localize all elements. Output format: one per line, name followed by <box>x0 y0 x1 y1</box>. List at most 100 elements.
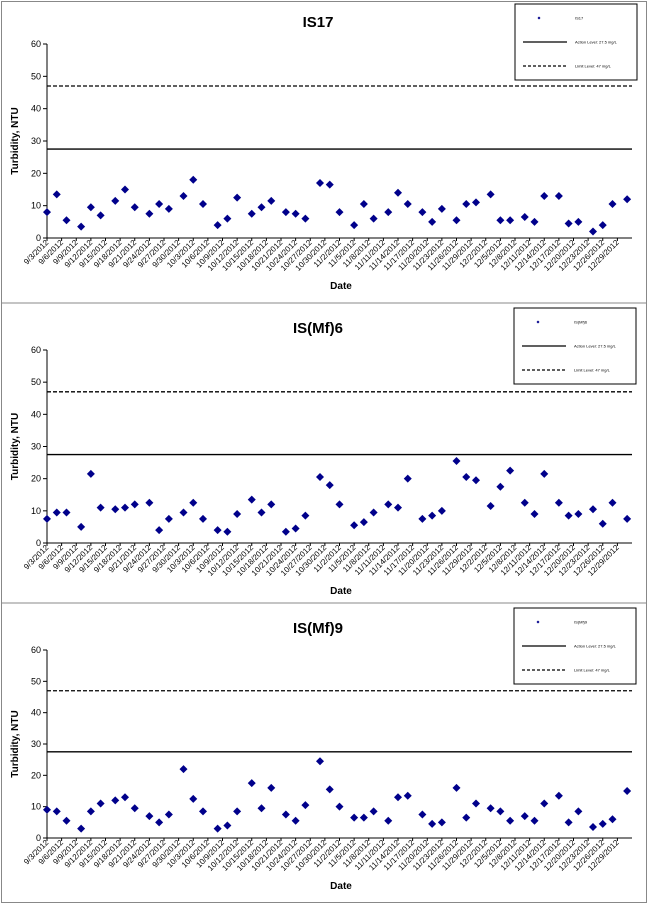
data-point <box>520 498 529 507</box>
data-point <box>179 508 188 517</box>
y-axis-label: Turbidity, NTU <box>10 107 21 174</box>
data-point <box>554 791 563 800</box>
legend-marker <box>536 620 540 624</box>
data-point <box>301 511 310 520</box>
data-point <box>472 198 480 207</box>
data-point <box>359 518 368 527</box>
data-point <box>472 476 480 485</box>
data-point <box>462 813 471 822</box>
data-point <box>486 804 495 813</box>
y-tick-label: 30 <box>31 739 41 749</box>
data-point <box>86 203 95 212</box>
data-point <box>325 180 334 189</box>
data-point <box>52 807 61 816</box>
x-axis-label: Date <box>330 881 352 892</box>
data-point <box>554 498 563 507</box>
y-axis-label: Turbidity, NTU <box>10 413 21 480</box>
data-point <box>267 196 276 205</box>
data-point <box>111 196 120 205</box>
data-point <box>369 214 378 223</box>
data-point <box>574 807 583 816</box>
data-point <box>199 200 207 209</box>
data-point <box>623 514 632 523</box>
data-point <box>598 519 607 528</box>
data-point <box>281 810 290 819</box>
data-point <box>403 791 412 800</box>
data-point <box>369 508 378 517</box>
data-point <box>233 510 242 519</box>
legend-box <box>513 307 637 385</box>
x-axis-label: Date <box>330 586 352 597</box>
data-point <box>96 799 105 808</box>
data-point <box>52 508 61 517</box>
y-tick-label: 20 <box>31 168 41 178</box>
data-point <box>403 474 412 483</box>
data-point <box>608 815 617 824</box>
data-point <box>96 503 105 512</box>
legend-label: Action Level: 27.5 mg/L <box>574 644 617 649</box>
data-point <box>403 200 412 209</box>
data-point <box>384 816 393 825</box>
data-point <box>233 193 242 202</box>
chart-panel-1: IS1701020304050609/3/20129/6/20129/9/201… <box>10 3 638 292</box>
data-point <box>213 221 222 230</box>
data-point <box>145 812 154 821</box>
data-point <box>359 200 368 209</box>
data-point <box>335 802 344 811</box>
data-point <box>111 505 120 514</box>
data-point <box>121 185 129 194</box>
data-point <box>496 216 505 225</box>
data-point <box>506 216 515 225</box>
data-point <box>257 508 266 517</box>
legend: IS17 Action Level: 27.5 mg/L Limit Level: … <box>514 3 638 81</box>
data-point <box>291 816 300 825</box>
data-point <box>247 495 256 504</box>
data-point <box>223 821 232 830</box>
y-tick-label: 20 <box>31 770 41 780</box>
data-point <box>233 807 242 816</box>
data-point <box>189 175 198 184</box>
chart-panel-3: IS(Mf)901020304050609/3/20129/6/20129/9/… <box>1 602 647 892</box>
chart-title: IS(Mf)6 <box>293 320 343 337</box>
data-point <box>530 816 539 825</box>
data-point <box>540 191 549 200</box>
data-point <box>130 804 139 813</box>
y-tick-label: 0 <box>36 233 41 243</box>
data-point <box>554 191 563 200</box>
y-tick-label: 40 <box>31 409 41 419</box>
data-point <box>199 514 207 523</box>
data-point <box>589 505 597 514</box>
data-point <box>96 211 105 220</box>
data-point <box>155 200 164 209</box>
y-tick-label: 0 <box>36 538 41 548</box>
legend: IS(Mf)6 Action Level: 27.5 mg/L Limit Leve… <box>513 307 637 385</box>
data-point <box>111 796 120 805</box>
y-tick-label: 0 <box>36 833 41 843</box>
data-point <box>77 222 86 231</box>
data-point <box>179 191 188 200</box>
data-point <box>350 221 359 230</box>
data-point <box>437 818 446 827</box>
data-point <box>359 813 368 822</box>
data-point <box>608 200 617 209</box>
data-point <box>428 511 437 520</box>
data-point <box>291 524 300 533</box>
data-point <box>486 502 495 511</box>
legend-marker <box>536 320 540 324</box>
data-point <box>530 510 539 519</box>
data-point <box>428 819 437 828</box>
data-point <box>574 217 583 226</box>
data-point <box>496 807 505 816</box>
data-point <box>520 212 529 221</box>
data-point <box>462 473 471 482</box>
data-point <box>598 221 607 230</box>
data-point <box>486 190 495 199</box>
data-point <box>77 824 86 833</box>
data-point <box>164 204 173 213</box>
data-point <box>86 807 95 816</box>
data-point <box>623 195 632 204</box>
y-tick-label: 20 <box>31 474 41 484</box>
data-point <box>189 498 198 507</box>
